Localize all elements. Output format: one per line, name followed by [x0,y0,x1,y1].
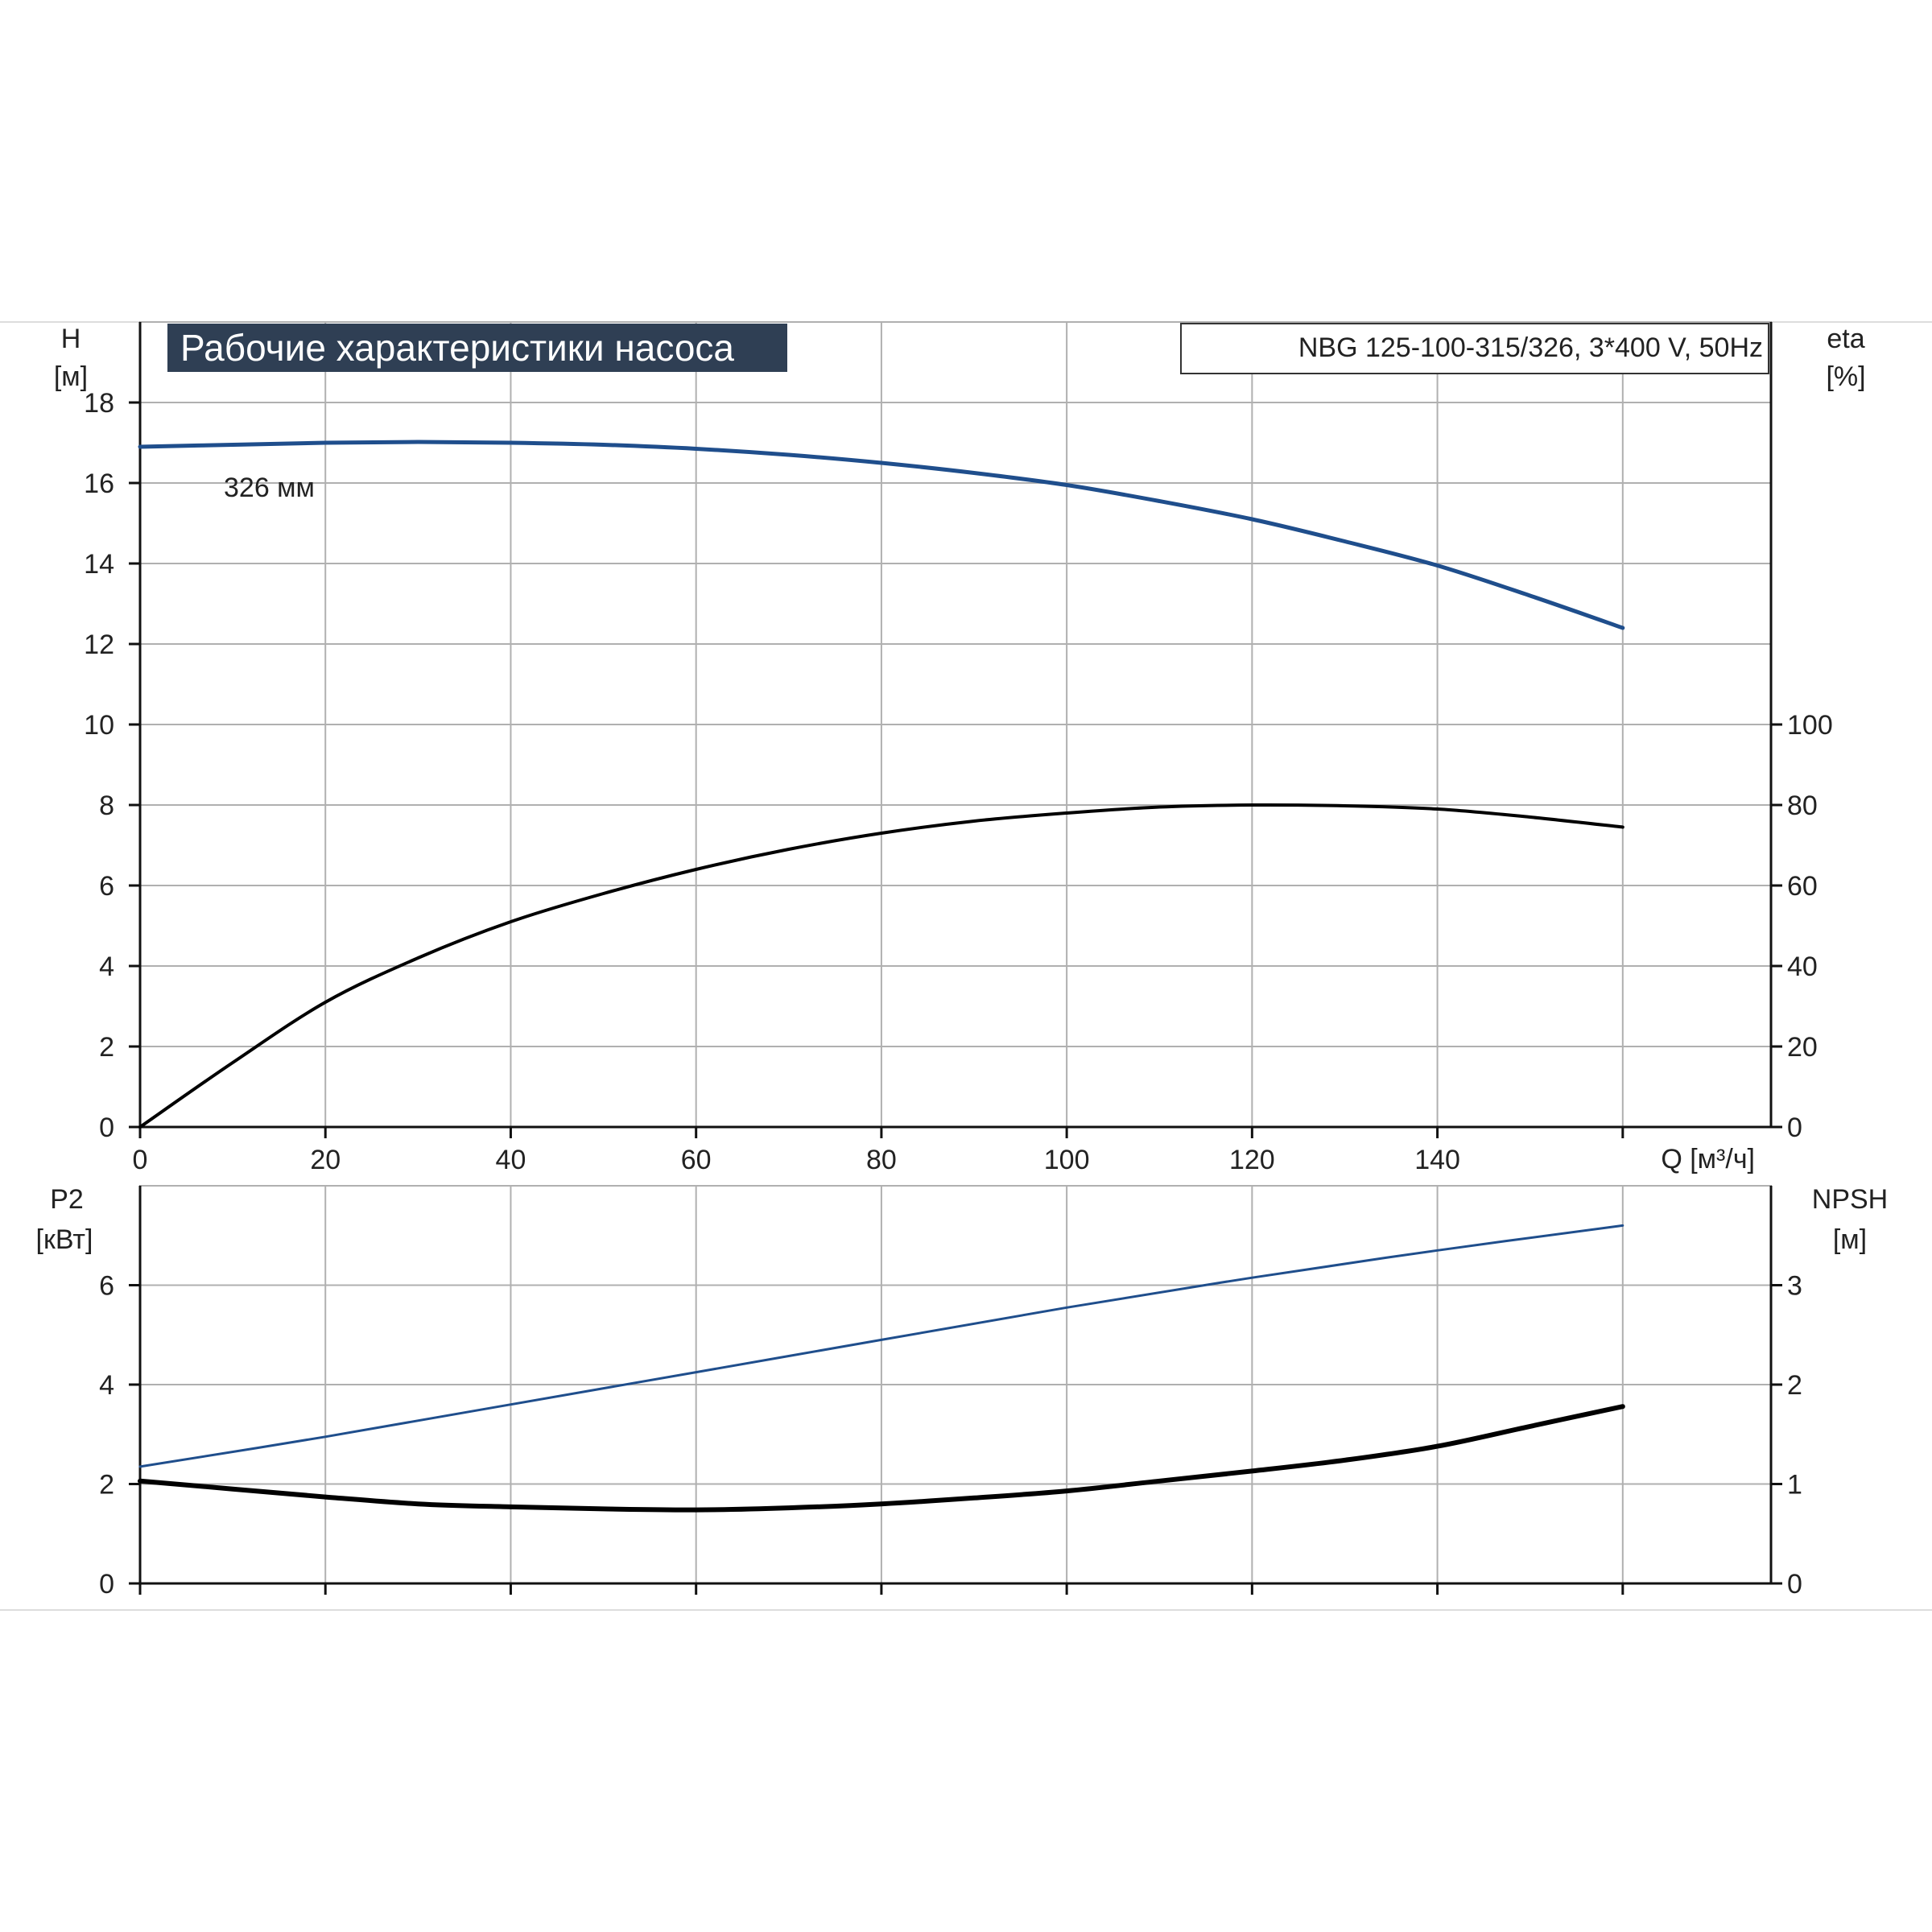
right-tick-label: 2 [1787,1370,1802,1401]
left-tick-label: 6 [99,871,114,902]
head-efficiency-chart: 0 2 4 6 8 10 12 14 16 18 0 20 40 60 80 100 0 20 40 60 80 100 1… [84,321,1833,1175]
right-tick-label: 100 [1787,710,1833,741]
x-tick-label: 40 [496,1145,526,1175]
model-label: NBG 125-100-315/326, 3*400 V, 50Hz [1298,332,1763,363]
power-npsh-chart: 0 2 4 6 0 1 2 3 [99,1185,1802,1600]
right-tick-label: 20 [1787,1032,1818,1063]
eta-axis-label: eta [1827,324,1864,354]
left-tick-label: 4 [99,1370,114,1401]
x-tick-label: 140 [1414,1145,1460,1175]
power-axis-label: P2 [50,1184,84,1215]
power-axis-unit: [кВт] [36,1224,93,1255]
x-tick-label: 80 [866,1145,897,1175]
npsh-axis-label: NPSH [1812,1184,1888,1215]
left-tick-label: 4 [99,952,114,982]
left-tick-label: 2 [99,1032,114,1063]
npsh-axis-unit: [м] [1833,1224,1867,1255]
head-chart-series [138,440,1625,1129]
npsh-curve [138,1404,1625,1513]
x-tick-label: 20 [310,1145,341,1175]
right-tick-label: 3 [1787,1271,1802,1302]
left-tick-label: 10 [84,710,114,741]
left-tick-label: 14 [84,549,114,580]
left-tick-label: 6 [99,1271,114,1302]
flow-axis-label: Q [м³/ч] [1661,1144,1755,1174]
head-curve [138,440,1625,630]
efficiency-curve [138,803,1624,1129]
left-tick-label: 2 [99,1470,114,1501]
x-tick-label: 60 [681,1145,712,1175]
power-chart-series [138,1224,1625,1513]
x-tick-label: 100 [1044,1145,1090,1175]
head-chart-axes [129,322,1782,1138]
model-label-box [1180,323,1769,374]
left-tick-label: 16 [84,469,114,499]
left-tick-label: 0 [99,1113,114,1143]
eta-axis-unit: [%] [1826,361,1865,392]
right-tick-label: 0 [1787,1569,1802,1600]
curve-label: 326 мм [224,473,315,503]
head-axis-unit: [м] [54,361,88,392]
right-tick-label: 60 [1787,871,1818,902]
power-curve [138,1224,1624,1468]
title-banner [167,324,787,372]
x-tick-label: 120 [1229,1145,1275,1175]
chart-title: Рабочие характеристики насоса [180,327,734,369]
head-axis-label: H [61,324,81,354]
left-tick-label: 12 [84,630,114,660]
x-tick-label: 0 [133,1145,148,1175]
left-tick-label: 0 [99,1569,114,1600]
head-chart-grid [139,321,1772,1128]
right-tick-label: 0 [1787,1113,1802,1143]
right-tick-label: 80 [1787,791,1818,821]
power-chart-grid [139,1185,1772,1584]
left-tick-label: 8 [99,791,114,821]
power-chart-tick-labels: 0 2 4 6 0 1 2 3 [99,1271,1802,1600]
right-tick-label: 1 [1787,1470,1802,1501]
left-tick-label: 18 [84,388,114,419]
right-tick-label: 40 [1787,952,1818,982]
power-chart-axes [129,1186,1782,1595]
head-chart-tick-labels: 0 2 4 6 8 10 12 14 16 18 0 20 40 60 80 100 0 20 40 60 80 100 1… [84,388,1833,1175]
